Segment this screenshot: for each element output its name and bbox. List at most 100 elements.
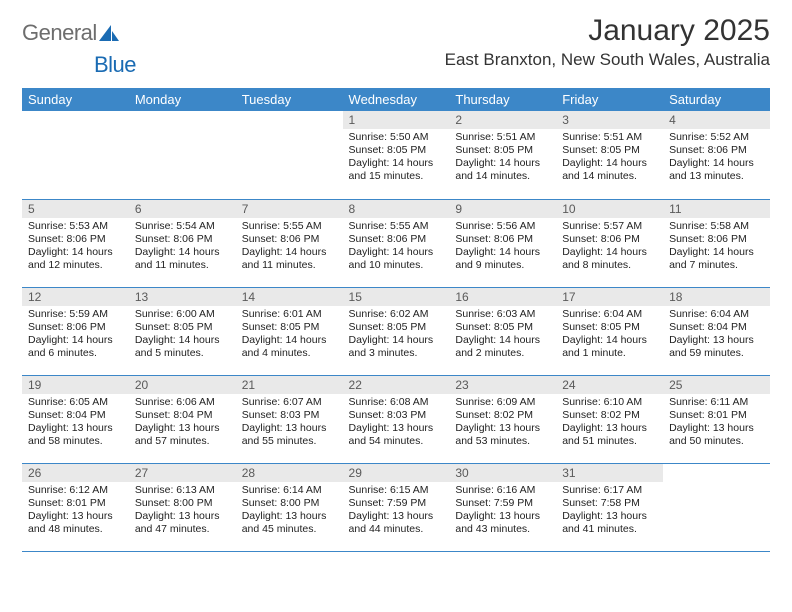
day-number: 24 (556, 376, 663, 394)
day-data: Sunrise: 6:16 AMSunset: 7:59 PMDaylight:… (449, 482, 556, 541)
day-data: Sunrise: 5:52 AMSunset: 8:06 PMDaylight:… (663, 129, 770, 188)
sunset: Sunset: 8:06 PM (562, 233, 657, 246)
calendar-table: Sunday Monday Tuesday Wednesday Thursday… (22, 88, 770, 552)
daylight: Daylight: 14 hours and 13 minutes. (669, 157, 764, 183)
day-cell: 9Sunrise: 5:56 AMSunset: 8:06 PMDaylight… (449, 199, 556, 287)
daylight: Daylight: 13 hours and 48 minutes. (28, 510, 123, 536)
day-cell: 18Sunrise: 6:04 AMSunset: 8:04 PMDayligh… (663, 287, 770, 375)
day-data: Sunrise: 6:15 AMSunset: 7:59 PMDaylight:… (343, 482, 450, 541)
sunrise: Sunrise: 5:51 AM (562, 131, 657, 144)
daylight: Daylight: 13 hours and 45 minutes. (242, 510, 337, 536)
sunrise: Sunrise: 6:02 AM (349, 308, 444, 321)
logo-text-blue: Blue (94, 52, 136, 78)
day-data: Sunrise: 6:04 AMSunset: 8:05 PMDaylight:… (556, 306, 663, 365)
daylight: Daylight: 14 hours and 10 minutes. (349, 246, 444, 272)
day-cell: 5Sunrise: 5:53 AMSunset: 8:06 PMDaylight… (22, 199, 129, 287)
daylight: Daylight: 14 hours and 3 minutes. (349, 334, 444, 360)
daylight: Daylight: 13 hours and 50 minutes. (669, 422, 764, 448)
day-cell: 1Sunrise: 5:50 AMSunset: 8:05 PMDaylight… (343, 111, 450, 199)
daylight: Daylight: 13 hours and 54 minutes. (349, 422, 444, 448)
day-number: 11 (663, 200, 770, 218)
day-cell: . (236, 111, 343, 199)
day-cell: 2Sunrise: 5:51 AMSunset: 8:05 PMDaylight… (449, 111, 556, 199)
logo: General (22, 20, 121, 46)
day-data: Sunrise: 6:07 AMSunset: 8:03 PMDaylight:… (236, 394, 343, 453)
day-cell: 14Sunrise: 6:01 AMSunset: 8:05 PMDayligh… (236, 287, 343, 375)
daylight: Daylight: 13 hours and 53 minutes. (455, 422, 550, 448)
day-cell: 10Sunrise: 5:57 AMSunset: 8:06 PMDayligh… (556, 199, 663, 287)
day-data: Sunrise: 6:01 AMSunset: 8:05 PMDaylight:… (236, 306, 343, 365)
sunrise: Sunrise: 6:15 AM (349, 484, 444, 497)
dayname-fri: Friday (556, 88, 663, 111)
sunrise: Sunrise: 5:53 AM (28, 220, 123, 233)
daylight: Daylight: 13 hours and 47 minutes. (135, 510, 230, 536)
day-number: 18 (663, 288, 770, 306)
sunrise: Sunrise: 6:06 AM (135, 396, 230, 409)
day-cell: 25Sunrise: 6:11 AMSunset: 8:01 PMDayligh… (663, 375, 770, 463)
month-title: January 2025 (445, 14, 770, 48)
sunrise: Sunrise: 5:54 AM (135, 220, 230, 233)
day-data: Sunrise: 6:10 AMSunset: 8:02 PMDaylight:… (556, 394, 663, 453)
day-number: 10 (556, 200, 663, 218)
sunset: Sunset: 8:06 PM (669, 233, 764, 246)
daylight: Daylight: 13 hours and 58 minutes. (28, 422, 123, 448)
day-data: Sunrise: 5:58 AMSunset: 8:06 PMDaylight:… (663, 218, 770, 277)
sunrise: Sunrise: 5:51 AM (455, 131, 550, 144)
day-cell: 30Sunrise: 6:16 AMSunset: 7:59 PMDayligh… (449, 463, 556, 551)
week-row: 12Sunrise: 5:59 AMSunset: 8:06 PMDayligh… (22, 287, 770, 375)
sunrise: Sunrise: 6:04 AM (562, 308, 657, 321)
sunrise: Sunrise: 5:58 AM (669, 220, 764, 233)
sunset: Sunset: 7:58 PM (562, 497, 657, 510)
sunrise: Sunrise: 6:10 AM (562, 396, 657, 409)
day-cell: 3Sunrise: 5:51 AMSunset: 8:05 PMDaylight… (556, 111, 663, 199)
day-cell: 31Sunrise: 6:17 AMSunset: 7:58 PMDayligh… (556, 463, 663, 551)
day-data: Sunrise: 5:53 AMSunset: 8:06 PMDaylight:… (22, 218, 129, 277)
day-number: 28 (236, 464, 343, 482)
day-data: Sunrise: 5:51 AMSunset: 8:05 PMDaylight:… (556, 129, 663, 188)
dayname-sun: Sunday (22, 88, 129, 111)
day-number: 5 (22, 200, 129, 218)
logo-sail-icon (99, 23, 121, 43)
daylight: Daylight: 14 hours and 12 minutes. (28, 246, 123, 272)
day-data: Sunrise: 5:59 AMSunset: 8:06 PMDaylight:… (22, 306, 129, 365)
day-data: Sunrise: 5:57 AMSunset: 8:06 PMDaylight:… (556, 218, 663, 277)
day-data: Sunrise: 6:02 AMSunset: 8:05 PMDaylight:… (343, 306, 450, 365)
daylight: Daylight: 14 hours and 5 minutes. (135, 334, 230, 360)
logo-text-general: General (22, 20, 97, 46)
day-cell: 12Sunrise: 5:59 AMSunset: 8:06 PMDayligh… (22, 287, 129, 375)
day-number: 12 (22, 288, 129, 306)
day-number: 23 (449, 376, 556, 394)
day-data: Sunrise: 6:12 AMSunset: 8:01 PMDaylight:… (22, 482, 129, 541)
day-number: 15 (343, 288, 450, 306)
day-number: 6 (129, 200, 236, 218)
sunset: Sunset: 8:06 PM (28, 321, 123, 334)
sunset: Sunset: 8:05 PM (562, 321, 657, 334)
day-number: 7 (236, 200, 343, 218)
day-data: Sunrise: 5:54 AMSunset: 8:06 PMDaylight:… (129, 218, 236, 277)
day-cell: 27Sunrise: 6:13 AMSunset: 8:00 PMDayligh… (129, 463, 236, 551)
day-number: 16 (449, 288, 556, 306)
sunrise: Sunrise: 6:14 AM (242, 484, 337, 497)
sunrise: Sunrise: 6:01 AM (242, 308, 337, 321)
sunrise: Sunrise: 5:52 AM (669, 131, 764, 144)
day-number: 9 (449, 200, 556, 218)
day-cell: 21Sunrise: 6:07 AMSunset: 8:03 PMDayligh… (236, 375, 343, 463)
sunrise: Sunrise: 5:55 AM (349, 220, 444, 233)
week-row: 26Sunrise: 6:12 AMSunset: 8:01 PMDayligh… (22, 463, 770, 551)
sunrise: Sunrise: 5:55 AM (242, 220, 337, 233)
day-number: 20 (129, 376, 236, 394)
sunset: Sunset: 8:01 PM (28, 497, 123, 510)
day-cell: 20Sunrise: 6:06 AMSunset: 8:04 PMDayligh… (129, 375, 236, 463)
daylight: Daylight: 14 hours and 14 minutes. (455, 157, 550, 183)
sunset: Sunset: 8:00 PM (242, 497, 337, 510)
sunrise: Sunrise: 6:17 AM (562, 484, 657, 497)
day-data: Sunrise: 6:08 AMSunset: 8:03 PMDaylight:… (343, 394, 450, 453)
daylight: Daylight: 14 hours and 7 minutes. (669, 246, 764, 272)
sunset: Sunset: 8:04 PM (135, 409, 230, 422)
sunset: Sunset: 8:01 PM (669, 409, 764, 422)
dayname-row: Sunday Monday Tuesday Wednesday Thursday… (22, 88, 770, 111)
daylight: Daylight: 13 hours and 41 minutes. (562, 510, 657, 536)
day-number: 13 (129, 288, 236, 306)
daylight: Daylight: 13 hours and 44 minutes. (349, 510, 444, 536)
day-number: 1 (343, 111, 450, 129)
